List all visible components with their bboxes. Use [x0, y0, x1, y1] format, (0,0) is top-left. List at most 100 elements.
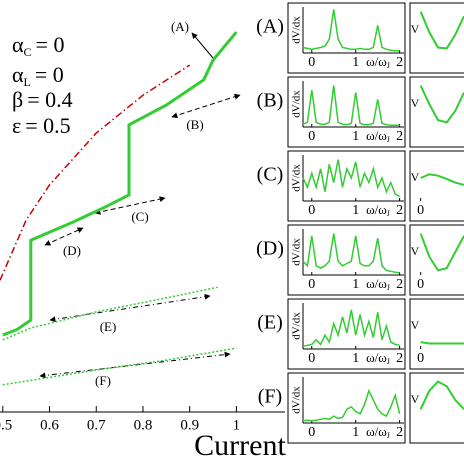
- panel-label: (B): [257, 90, 284, 112]
- profile-line: [419, 11, 464, 50]
- x-axis-label-subscript: J: [387, 135, 390, 144]
- annotation: (D): [63, 243, 81, 258]
- x-axis-label-subscript: J: [387, 61, 390, 70]
- parameter-value: = 0.5: [25, 113, 70, 138]
- profile-line: [420, 173, 464, 186]
- y-axis-label: V: [411, 22, 420, 36]
- series-line: [0, 64, 191, 281]
- x-axis-label-subscript: J: [387, 357, 390, 366]
- arrow: [39, 351, 231, 379]
- x-axis-label: ω/ωJ: [366, 54, 390, 70]
- x-tick-label: 2: [396, 425, 403, 440]
- series-line: [2, 31, 238, 337]
- x-axis-label-main: ω/ω: [366, 424, 387, 439]
- panel-frame: [287, 372, 406, 444]
- x-axis-label: Current: [194, 429, 286, 462]
- parameter-symbol: α: [12, 62, 24, 87]
- panel-frame: [287, 150, 406, 222]
- y-axis-label: dV/dx: [291, 16, 303, 44]
- x-axis-label-main: ω/ω: [366, 350, 387, 365]
- profile-line: [419, 380, 464, 410]
- x-axis-label: ω/ωJ: [366, 350, 390, 366]
- panel-frame: [409, 298, 464, 370]
- spectrum-line: [302, 309, 400, 347]
- panel-frame: [287, 224, 406, 296]
- x-tick-label: 0.5: [0, 417, 12, 433]
- spectrum-line: [302, 388, 401, 422]
- y-axis-label: V: [411, 244, 420, 258]
- x-tick-label: 0.6: [40, 417, 59, 433]
- x-tick-label: 0: [417, 277, 424, 292]
- panel-label: (D): [256, 238, 284, 260]
- panel-label: (C): [257, 164, 284, 186]
- x-tick-label: 1: [352, 351, 359, 366]
- x-axis-label-main: ω/ω: [366, 202, 387, 217]
- parameter-subscript: L: [24, 75, 31, 89]
- x-tick-label: 2: [396, 203, 403, 218]
- x-axis-label: ω/ωJ: [366, 128, 390, 144]
- parameter: αC = 0: [12, 32, 64, 59]
- x-tick-label: 0: [308, 425, 315, 440]
- x-tick-label: 2: [396, 129, 403, 144]
- parameter-subscript: C: [24, 45, 32, 59]
- arrow: [171, 93, 241, 119]
- spectrum-line: [302, 9, 400, 52]
- y-axis-label: V: [411, 392, 420, 406]
- x-tick-label: 2: [396, 277, 403, 292]
- parameter-symbol: α: [12, 32, 24, 57]
- parameter-value: = 0: [35, 62, 64, 87]
- arrow: [94, 196, 166, 215]
- annotation: (A): [171, 19, 189, 34]
- annotation: (F): [95, 373, 111, 388]
- x-axis-label-main: ω/ω: [366, 276, 387, 291]
- panel-frame: [409, 224, 464, 296]
- panel-frame: [409, 76, 464, 148]
- x-tick-label: 0: [417, 203, 424, 218]
- spectrum-line: [302, 159, 400, 198]
- x-axis-label-subscript: J: [387, 209, 390, 218]
- x-tick-label: 1: [352, 129, 359, 144]
- annotation: (B): [186, 117, 203, 132]
- panel-frame: [287, 76, 406, 148]
- arrow: [49, 293, 211, 323]
- series-line: [2, 347, 237, 386]
- panel-frame: [287, 298, 406, 370]
- x-tick-label: 1: [352, 277, 359, 292]
- x-axis-label-main: ω/ω: [366, 54, 387, 69]
- profile-line: [419, 85, 464, 124]
- x-tick-label: 0: [308, 129, 315, 144]
- panel-frame: [409, 150, 464, 222]
- series-line: [2, 286, 218, 341]
- parameter: αL = 0: [12, 62, 64, 89]
- x-tick-label: 0.9: [180, 417, 199, 433]
- arrows: [39, 32, 241, 379]
- spectrum-line: [302, 233, 400, 274]
- x-tick-label: 1: [352, 203, 359, 218]
- panel-label: (E): [257, 312, 283, 334]
- x-axis-label: ω/ωJ: [366, 424, 390, 440]
- annotation: (E): [100, 319, 117, 334]
- x-axis-label-subscript: J: [387, 431, 390, 440]
- y-axis-label: V: [411, 96, 420, 110]
- y-axis-label: dV/dx: [291, 386, 303, 414]
- x-axis-label: ω/ωJ: [366, 202, 390, 218]
- x-tick-label: 0: [308, 55, 315, 70]
- y-axis-label: V: [411, 170, 420, 184]
- panel-frame: [409, 372, 464, 444]
- x-tick-label: 1: [233, 417, 241, 433]
- profile-line: [420, 341, 464, 345]
- x-tick-label: 2: [396, 351, 403, 366]
- profile-line: [419, 233, 464, 272]
- x-axis-label: ω/ωJ: [366, 276, 390, 292]
- parameter: β = 0.4: [12, 87, 73, 112]
- y-axis-label: dV/dx: [291, 238, 303, 266]
- x-axis-label-subscript: J: [387, 283, 390, 292]
- parameter-symbol: ε: [12, 113, 21, 138]
- y-axis-label: dV/dx: [291, 312, 303, 340]
- x-tick-label: 0.8: [134, 417, 153, 433]
- parameter-value: = 0.4: [27, 87, 72, 112]
- x-axis-label-main: ω/ω: [366, 128, 387, 143]
- parameter-symbol: β: [12, 87, 23, 112]
